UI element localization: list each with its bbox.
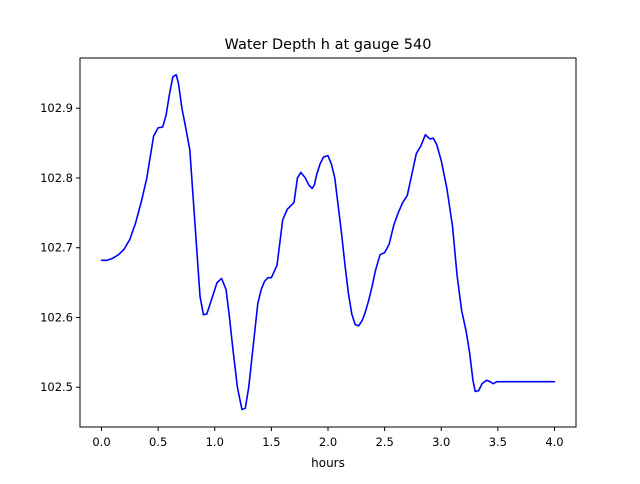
series-group — [100, 73, 556, 411]
x-tick-label: 1.5 — [262, 435, 280, 449]
x-axis-label: hours — [311, 456, 345, 470]
x-tick-label: 1.0 — [206, 435, 224, 449]
x-tick-label: 0.0 — [92, 435, 110, 449]
series-line-0 — [100, 73, 556, 411]
plot-frame — [79, 57, 577, 428]
chart-title: Water Depth h at gauge 540 — [225, 37, 432, 53]
x-tick-label: 2.0 — [319, 435, 337, 449]
x-tick-label: 3.5 — [489, 435, 507, 449]
x-tick-label: 2.5 — [375, 435, 393, 449]
x-tick-label: 3.0 — [432, 435, 450, 449]
plot-frame-border — [79, 57, 577, 428]
y-tick-label: 102.8 — [40, 171, 73, 185]
x-axis-ticks: 0.0 0.5 1.0 1.5 2.0 2.5 3.0 3.5 4.0 — [92, 427, 564, 449]
x-tick-label: 4.0 — [545, 435, 563, 449]
y-axis-ticks: 102.5 102.6 102.7 102.8 102.9 — [40, 101, 80, 394]
y-tick-label: 102.6 — [40, 310, 73, 324]
x-tick-label: 0.5 — [149, 435, 167, 449]
y-tick-label: 102.5 — [40, 380, 73, 394]
y-tick-label: 102.9 — [40, 101, 73, 115]
y-tick-label: 102.7 — [40, 241, 73, 255]
